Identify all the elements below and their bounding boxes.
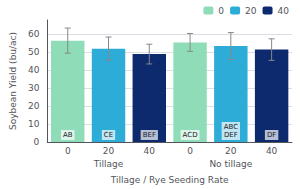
svg-text:Tillage: Tillage (93, 159, 124, 169)
svg-text:10: 10 (28, 119, 40, 129)
svg-text:40: 40 (278, 6, 290, 16)
svg-text:40: 40 (144, 146, 156, 156)
svg-text:50: 50 (28, 47, 40, 57)
svg-text:DF: DF (267, 131, 276, 139)
svg-text:20: 20 (245, 6, 257, 16)
svg-text:60: 60 (28, 29, 40, 39)
svg-text:40: 40 (266, 146, 278, 156)
svg-text:BEF: BEF (143, 131, 156, 139)
svg-text:AB: AB (63, 131, 73, 139)
svg-text:ACD: ACD (183, 131, 198, 139)
svg-text:40: 40 (28, 65, 40, 75)
svg-text:0: 0 (34, 137, 40, 147)
svg-text:0: 0 (65, 146, 71, 156)
svg-text:0: 0 (187, 146, 193, 156)
svg-text:0: 0 (218, 6, 224, 16)
svg-text:20: 20 (225, 146, 237, 156)
svg-text:DEF: DEF (224, 131, 238, 139)
svg-text:No tillage: No tillage (209, 159, 252, 169)
svg-text:20: 20 (103, 146, 115, 156)
svg-text:CE: CE (104, 131, 113, 139)
svg-text:30: 30 (28, 83, 40, 93)
svg-text:Tillage / Rye Seeding Rate: Tillage / Rye Seeding Rate (110, 175, 229, 185)
svg-text:Soybean Yield (bu/ac): Soybean Yield (bu/ac) (8, 32, 18, 130)
svg-text:ABC: ABC (224, 123, 238, 131)
svg-text:20: 20 (28, 101, 40, 111)
